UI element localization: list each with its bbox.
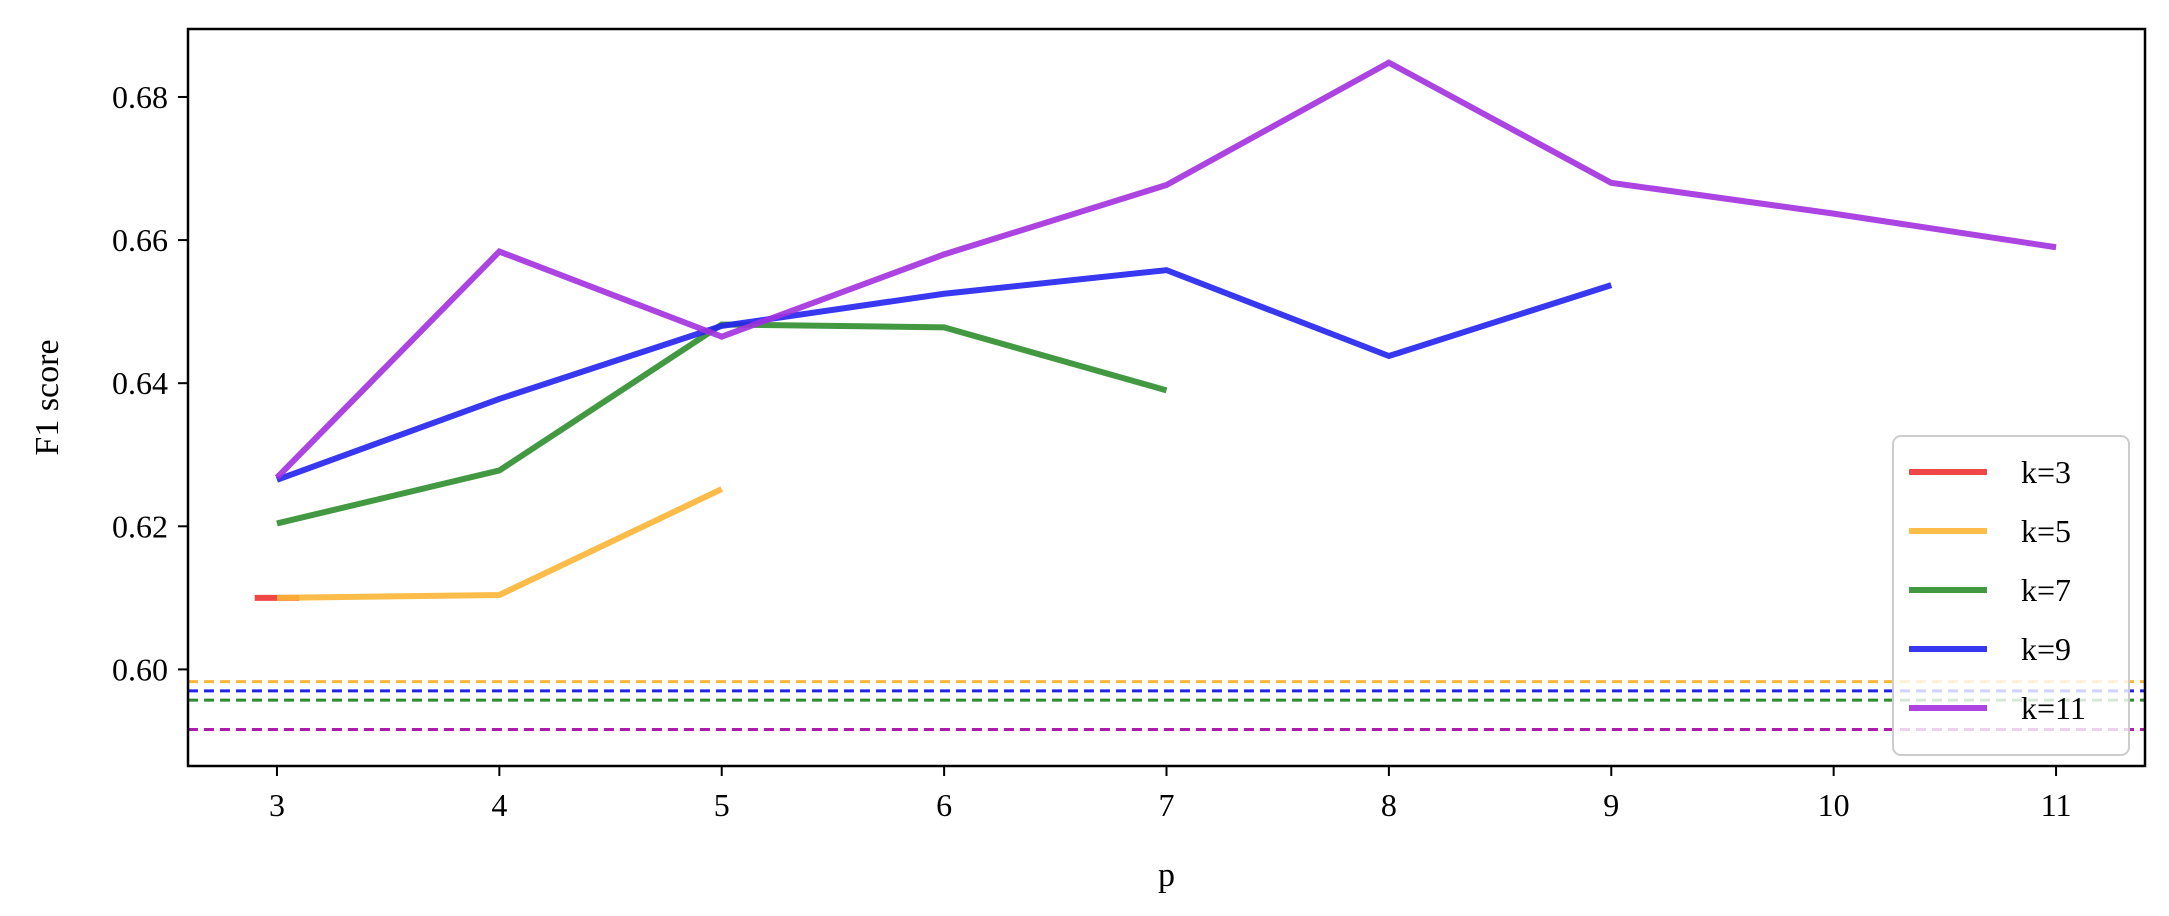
x-tick-label: 8 <box>1381 787 1397 823</box>
x-axis-label: p <box>1158 857 1175 894</box>
legend-label: k=3 <box>2021 454 2071 490</box>
x-tick-label: 7 <box>1159 787 1175 823</box>
x-tick-label: 4 <box>491 787 507 823</box>
series-line-k-5 <box>276 486 724 601</box>
y-tick-label: 0.64 <box>112 365 168 401</box>
series-line-k-11 <box>274 59 2057 480</box>
x-tick-label: 3 <box>269 787 285 823</box>
legend-box <box>1892 435 2130 756</box>
x-tick-label: 6 <box>936 787 952 823</box>
y-axis-label: F1 score <box>29 339 66 455</box>
legend-label: k=5 <box>2021 513 2071 549</box>
x-tick-label: 9 <box>1603 787 1619 823</box>
y-tick-label: 0.62 <box>112 508 168 544</box>
x-tick-label: 5 <box>714 787 730 823</box>
legend: k=3 k=5 k=7 k=9 k=11 <box>1892 435 2130 756</box>
y-tick-label: 0.60 <box>112 651 168 687</box>
legend-label: k=7 <box>2021 572 2071 608</box>
axes: 3 4 5 6 7 8 9 10 11 0.60 0.62 0.64 0.66 0.68 <box>112 27 2147 823</box>
x-tick-label: 11 <box>2041 787 2072 823</box>
legend-label: k=9 <box>2021 631 2071 667</box>
x-tick-label: 10 <box>1818 787 1850 823</box>
reference-lines <box>188 680 2145 732</box>
y-tick-label: 0.66 <box>112 222 168 258</box>
y-tick-label: 0.68 <box>112 79 168 115</box>
series-lines <box>254 59 2057 601</box>
legend-label: k=11 <box>2021 690 2086 726</box>
series-line-k-9 <box>275 267 1613 483</box>
